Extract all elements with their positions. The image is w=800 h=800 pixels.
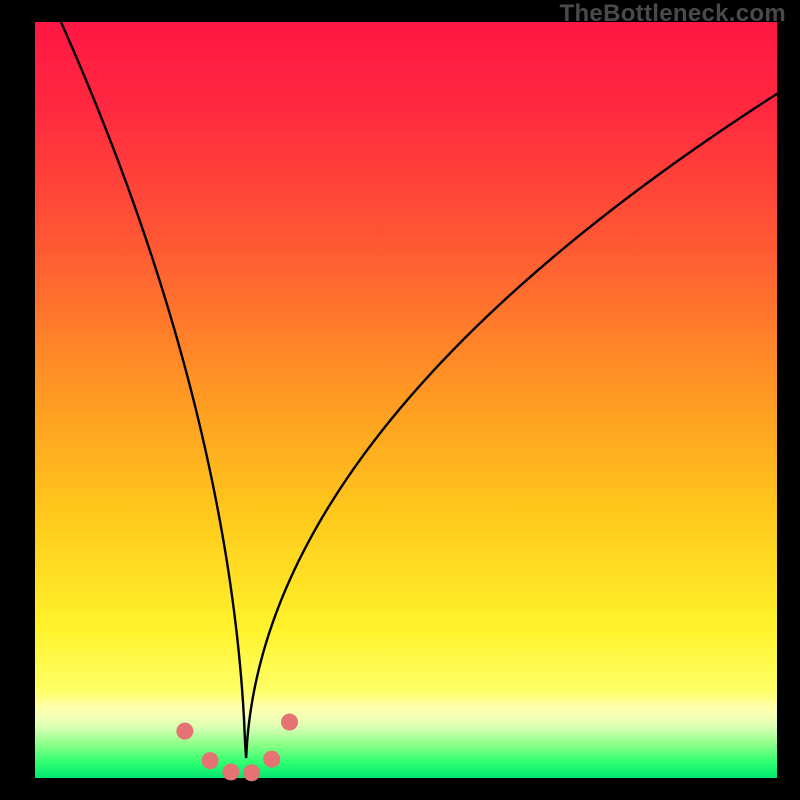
watermark-text: TheBottleneck.com <box>560 0 786 28</box>
curve-marker <box>243 764 260 781</box>
chart-frame: TheBottleneck.com <box>0 0 800 800</box>
curve-marker <box>281 714 298 731</box>
curve-marker <box>176 723 193 740</box>
chart-svg <box>0 0 800 800</box>
curve-marker <box>202 752 219 769</box>
curve-marker <box>263 751 280 768</box>
curve-marker <box>222 763 239 780</box>
